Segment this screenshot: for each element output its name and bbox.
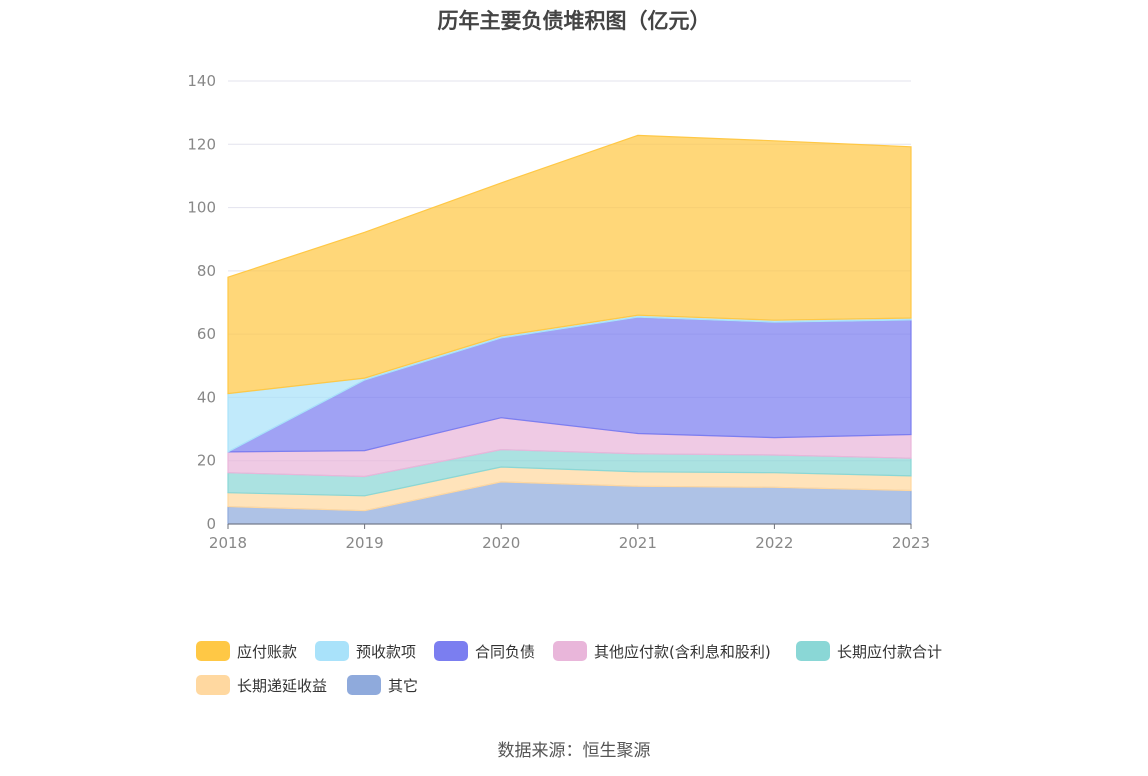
y-tick-label: 140 xyxy=(187,72,216,90)
source-note: 数据来源：恒生聚源 xyxy=(497,741,651,761)
legend-label: 预收款项 xyxy=(356,642,417,661)
legend-swatch xyxy=(553,641,587,661)
legend-item[interactable]: 长期应付款合计 xyxy=(796,640,942,662)
legend-label: 长期递延收益 xyxy=(237,676,328,695)
chart-title: 历年主要负债堆积图（亿元） xyxy=(437,9,711,33)
y-tick-label: 20 xyxy=(197,452,216,470)
y-tick-label: 40 xyxy=(197,388,216,406)
legend-label: 其他应付款(含利息和股利) xyxy=(594,642,771,661)
legend-swatch xyxy=(347,675,381,695)
legend-swatch xyxy=(434,641,468,661)
area-series xyxy=(227,134,912,525)
y-tick-label: 60 xyxy=(197,325,216,343)
x-tick-label: 2019 xyxy=(346,534,384,552)
x-tick-label: 2021 xyxy=(619,534,657,552)
legend-label: 合同负债 xyxy=(475,642,536,661)
x-tick-label: 2018 xyxy=(209,534,247,552)
legend-item[interactable]: 长期递延收益 xyxy=(196,674,327,696)
legend-label: 其它 xyxy=(388,676,419,695)
legend-item[interactable]: 合同负债 xyxy=(434,640,535,662)
legend-label: 长期应付款合计 xyxy=(837,642,943,661)
legend-item[interactable]: 其它 xyxy=(347,674,418,696)
legend-item[interactable]: 应付账款 xyxy=(196,640,297,662)
legend-item[interactable]: 其他应付款(含利息和股利) xyxy=(553,640,771,662)
legend-label: 应付账款 xyxy=(237,642,298,661)
x-tick-label: 2020 xyxy=(482,534,520,552)
x-tick-label: 2022 xyxy=(755,534,793,552)
legend-item[interactable]: 预收款项 xyxy=(315,640,416,662)
legend-swatch xyxy=(196,675,230,695)
legend-swatch xyxy=(315,641,349,661)
y-tick-label: 100 xyxy=(187,199,216,217)
area-应付账款[interactable] xyxy=(227,134,912,395)
y-tick-label: 80 xyxy=(197,262,216,280)
y-tick-label: 120 xyxy=(187,135,216,153)
stacked-area-chart: 0 20 40 60 80 100 120 140 2018 2019 2020 2021 2022 20… xyxy=(187,72,930,552)
legend-swatch xyxy=(796,641,830,661)
legend-swatch xyxy=(196,641,230,661)
y-tick-label: 0 xyxy=(206,515,216,533)
x-tick-label: 2023 xyxy=(892,534,930,552)
axes: 0 20 40 60 80 100 120 140 2018 2019 2020 2021 2022 20… xyxy=(187,72,930,552)
